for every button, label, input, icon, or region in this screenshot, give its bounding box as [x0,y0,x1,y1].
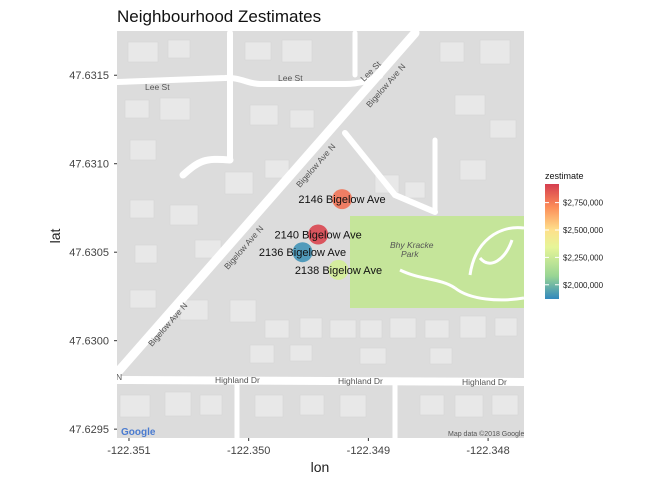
google-logo: Google [121,427,156,438]
road-label-lee-2: Lee St [278,73,303,83]
legend-break-label-3: $2,750,000 [563,199,604,208]
road-label-edge: N [116,372,122,382]
road-label-highland-2: Highland Dr [338,376,383,386]
house-point-0[interactable] [332,189,353,210]
road-label-highland-1: Highland Dr [215,375,260,385]
x-tick-label-3: -122.348 [466,445,509,457]
park-area [350,216,524,308]
x-tick-label-1: -122.350 [227,445,270,457]
house-point-3[interactable] [328,259,349,280]
park-name-line-2: Park [401,249,419,259]
x-tick-label-0: -122.351 [107,445,150,457]
y-axis-title: lat [47,229,63,244]
buildings [119,39,519,418]
y-tick-label-4: 47.6315 [69,70,109,82]
park-path [399,226,524,302]
house-label-1: 2140 Bigelow Ave [274,230,361,242]
legend-title: zestimate [545,171,584,181]
points-layer: 2146 Bigelow Ave 2140 Bigelow Ave 2136 Big… [259,189,386,280]
legend-colorbar [545,184,559,299]
legend: zestimate $2,000,000 $2,250,000 $2,500,000… [545,171,604,299]
y-axis: 47.6295 47.6300 47.6305 47.6310 47.6315 [69,70,117,436]
map-panel: Bigelow Ave N Bigelow Ave N Bigelow Ave … [116,31,524,438]
house-point-1[interactable] [308,224,329,245]
y-tick-label-0: 47.6295 [69,424,109,436]
road-label-highland-3: Highland Dr [462,377,507,387]
house-label-0: 2146 Bigelow Ave [298,194,385,206]
x-axis: -122.351 -122.350 -122.349 -122.348 [107,438,510,457]
map-credit: Map data ©2018 Google [448,430,524,438]
house-label-3: 2138 Bigelow Ave [295,265,382,277]
y-tick-label-1: 47.6300 [69,336,109,348]
legend-break-label-0: $2,000,000 [563,281,604,290]
legend-breaks: $2,000,000 $2,250,000 $2,500,000 $2,750,000 [545,199,604,290]
house-point-2[interactable] [292,242,313,263]
y-tick-label-3: 47.6310 [69,159,109,171]
roads [117,31,524,438]
legend-break-label-2: $2,500,000 [563,226,604,235]
x-tick-label-2: -122.349 [347,445,390,457]
y-tick-label-2: 47.6305 [69,247,109,259]
legend-break-label-1: $2,250,000 [563,253,604,262]
x-axis-title: lon [311,459,330,475]
chart-title: Neighbourhood Zestimates [117,7,321,26]
park-name-line-1: Bhy Kracke [390,240,434,250]
road-label-lee-1: Lee St [145,82,170,92]
house-label-2: 2136 Bigelow Ave [259,247,346,259]
